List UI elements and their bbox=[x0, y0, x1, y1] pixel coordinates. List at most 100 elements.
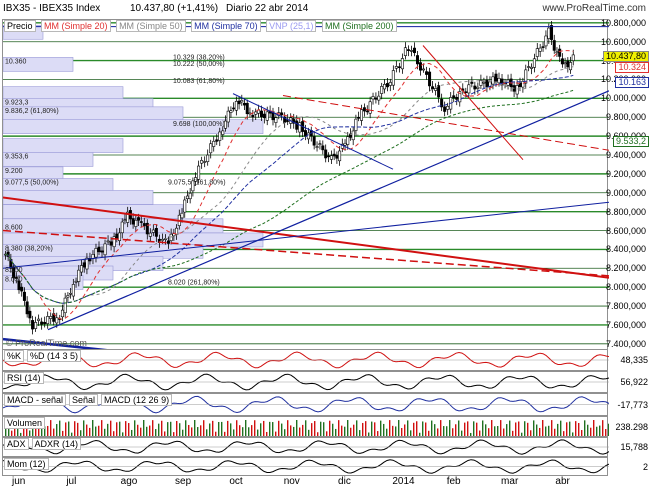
candle-body bbox=[209, 143, 213, 154]
volume-bar bbox=[602, 420, 604, 436]
indicator-legend-item[interactable]: %K bbox=[4, 350, 25, 362]
indicator-legend-item[interactable]: MACD - señal bbox=[4, 394, 67, 406]
y-tick-label: 9.400,000 bbox=[605, 149, 646, 160]
candle-body bbox=[237, 100, 241, 105]
volume-bar bbox=[152, 420, 154, 436]
price-chart-svg[interactable]: 10.360 10.329 (38,20%)10.222 (50,00%) 10.0… bbox=[3, 20, 609, 349]
candle-body bbox=[327, 155, 331, 158]
volume-bar bbox=[20, 432, 22, 436]
candle-body bbox=[229, 110, 233, 113]
indicator-line bbox=[3, 351, 609, 369]
indicator-pane[interactable]: Mom (12) 2 bbox=[0, 457, 650, 476]
indicator-legend-item[interactable]: %D (14 3 5) bbox=[27, 350, 82, 362]
legend-mm70[interactable]: MM (Simple 70) bbox=[191, 20, 261, 32]
candle-body bbox=[66, 295, 70, 298]
volume-bar bbox=[242, 427, 244, 436]
candle-body bbox=[103, 243, 107, 256]
candle-body bbox=[109, 241, 113, 246]
indicator-legend-item[interactable]: Señal bbox=[69, 394, 99, 406]
candle-body bbox=[49, 316, 53, 319]
volume-bar bbox=[536, 424, 538, 436]
x-tick-label: abr bbox=[555, 476, 570, 487]
volume-bar bbox=[83, 420, 85, 436]
volume-bar bbox=[44, 426, 46, 436]
price-pane[interactable]: 10.360 10.329 (38,20%) 10.222 (50,00%) 10.0… bbox=[0, 18, 650, 350]
legend-mm200[interactable]: MM (Simple 200) bbox=[322, 20, 397, 32]
indicator-legend-item[interactable]: MACD (12 26 9) bbox=[101, 394, 173, 406]
indicator-legend-item[interactable]: Volumen bbox=[4, 417, 46, 429]
volume-bar bbox=[437, 428, 439, 436]
candle-body bbox=[467, 84, 471, 94]
y-tick-label: 7.400,000 bbox=[605, 338, 646, 349]
candle-body bbox=[321, 145, 325, 151]
candle-body bbox=[160, 238, 164, 241]
indicator-pane[interactable]: RSI (14) 56,922 bbox=[0, 371, 650, 393]
indicator-pane[interactable]: Volumen 238.298 bbox=[0, 416, 650, 437]
candle-body bbox=[118, 232, 122, 241]
candle-body bbox=[555, 51, 559, 54]
indicator-svg bbox=[3, 459, 609, 474]
volume-bar bbox=[173, 432, 175, 436]
candle-body bbox=[485, 79, 489, 88]
legend-vnp[interactable]: VNP (25,1) bbox=[266, 20, 317, 32]
volume-bar bbox=[194, 420, 196, 436]
candle-body bbox=[351, 130, 355, 141]
candle-body bbox=[473, 85, 477, 90]
candle-body bbox=[368, 101, 372, 114]
indicator-plot-area[interactable] bbox=[2, 457, 609, 476]
candle-body bbox=[494, 73, 498, 82]
volume-bar bbox=[479, 430, 481, 436]
indicator-legend-item[interactable]: ADX bbox=[4, 438, 29, 450]
volume-bar bbox=[422, 421, 424, 436]
volume-bar bbox=[56, 424, 58, 436]
indicator-plot-area[interactable] bbox=[2, 349, 609, 371]
indicator-plot-area[interactable] bbox=[2, 437, 609, 457]
candle-body bbox=[482, 81, 486, 84]
candle-body bbox=[497, 77, 501, 84]
candle-body bbox=[194, 177, 198, 182]
indicator-pane[interactable]: ADX ADXR (14) 15,788 bbox=[0, 437, 650, 457]
y-tick-label: 8.400,000 bbox=[605, 244, 646, 255]
volume-bar bbox=[575, 421, 577, 436]
indicator-pane[interactable]: MACD - señal Señal MACD (12 26 9) -17,773 bbox=[0, 393, 650, 416]
candle-body bbox=[571, 54, 575, 61]
volume-bar bbox=[38, 428, 40, 436]
volume-bar bbox=[533, 420, 535, 436]
volume-bar bbox=[128, 423, 130, 436]
indicator-pane[interactable]: %K %D (14 3 5) 48,335 bbox=[0, 349, 650, 371]
volume-bar bbox=[263, 420, 265, 436]
volume-bar bbox=[293, 426, 295, 436]
fib-level-label: 10.083 (61,80%) bbox=[173, 78, 225, 85]
volume-bar bbox=[488, 428, 490, 436]
indicator-legend-item[interactable]: RSI (14) bbox=[4, 372, 44, 384]
legend-mm50[interactable]: MM (Simple 50) bbox=[116, 20, 186, 32]
candle-body bbox=[82, 262, 86, 268]
volume-bar bbox=[599, 425, 601, 436]
period-date: Diario 22 abr 2014 bbox=[226, 3, 309, 14]
volume-bar bbox=[524, 421, 526, 436]
legend-mm20[interactable]: MM (Simple 20) bbox=[41, 20, 111, 32]
volume-bar bbox=[455, 424, 457, 436]
indicator-plot-area[interactable] bbox=[2, 416, 609, 437]
legend-precio[interactable]: Precio bbox=[4, 20, 36, 32]
candle-body bbox=[131, 218, 135, 225]
volume-bar bbox=[566, 422, 568, 436]
volume-bar bbox=[413, 422, 415, 436]
candle-body bbox=[538, 47, 542, 52]
price-value-box: 10.324 bbox=[615, 61, 649, 73]
indicator-legend-item[interactable]: ADXR (14) bbox=[31, 438, 82, 450]
volume-bar bbox=[542, 420, 544, 436]
channel-line-red bbox=[422, 45, 524, 161]
indicator-legend-item[interactable]: Mom (12) bbox=[4, 458, 49, 470]
price-plot-area[interactable]: 10.360 10.329 (38,20%) 10.222 (50,00%) 10.0… bbox=[2, 19, 609, 350]
volume-bar bbox=[527, 422, 529, 436]
candle-body bbox=[329, 155, 333, 160]
candle-body bbox=[415, 55, 419, 65]
volume-bar bbox=[395, 426, 397, 436]
candle-body bbox=[34, 322, 38, 329]
volume-bar bbox=[485, 424, 487, 436]
indicator-svg bbox=[3, 351, 609, 369]
volume-bar bbox=[77, 422, 79, 436]
volume-bar bbox=[260, 423, 262, 436]
indicator-plot-area[interactable] bbox=[2, 371, 609, 393]
